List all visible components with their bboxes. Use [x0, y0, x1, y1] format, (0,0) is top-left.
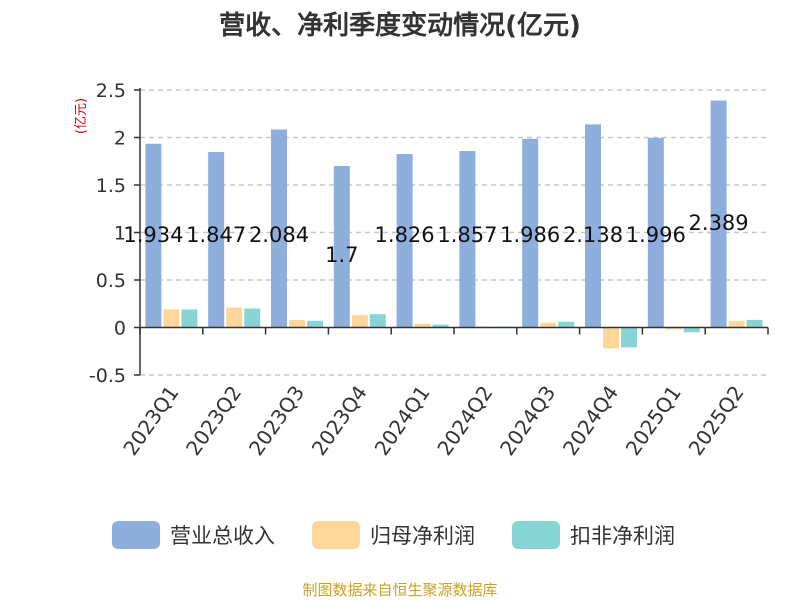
bar-营业总收入-2023Q1	[145, 143, 162, 328]
data-label: 2.138	[563, 223, 623, 247]
bar-扣非净利润-2024Q1	[432, 324, 449, 328]
x-tick-label: 2023Q1	[118, 381, 183, 460]
y-tick-label: 0.5	[96, 270, 126, 292]
bar-归母净利润-2023Q4	[351, 315, 368, 328]
data-label: 1.934	[123, 223, 183, 247]
y-tick-label: 1	[114, 223, 126, 245]
chart-title: 营收、净利季度变动情况(亿元)	[219, 10, 581, 41]
data-labels: 1.934 1.847 2.084 1.7 1.826 1.857 1.986 2.138 1.…	[123, 211, 748, 267]
bar-扣非净利润-2023Q2	[244, 308, 261, 328]
bar-归母净利润-2024Q1	[414, 323, 431, 328]
bar-营业总收入-2025Q1	[647, 137, 664, 328]
bar-扣非净利润-2023Q3	[307, 320, 323, 328]
data-label: 1.7	[325, 243, 358, 267]
y-tick-label: 0	[114, 318, 126, 340]
y-axis-unit: (亿元)	[74, 98, 89, 134]
bar-营业总收入-2023Q4	[333, 166, 350, 328]
bar-营业总收入-2024Q3	[522, 138, 539, 328]
legend-swatch	[512, 521, 560, 549]
y-tick-label: 2	[114, 128, 126, 150]
bar-归母净利润-2023Q3	[289, 319, 305, 328]
legend-item: 归母净利润	[312, 521, 475, 549]
x-tick-label: 2023Q4	[307, 381, 372, 460]
x-tick-labels: 2023Q12023Q22023Q32023Q42024Q12024Q22024…	[118, 381, 748, 460]
bar-扣非净利润-2024Q3	[558, 321, 575, 328]
x-tick-label: 2024Q3	[495, 381, 560, 460]
axes	[134, 88, 769, 376]
bar-营业总收入-2023Q2	[208, 152, 225, 328]
legend-item: 扣非净利润	[512, 521, 675, 549]
x-tick-label: 2025Q1	[621, 381, 686, 460]
data-label: 1.847	[186, 223, 246, 247]
y-tick-label: 1.5	[96, 175, 126, 197]
bar-扣非净利润-2023Q1	[181, 309, 198, 328]
data-label: 1.826	[375, 223, 435, 247]
legend-swatch	[112, 521, 160, 549]
bar-营业总收入-2025Q2	[710, 100, 727, 328]
x-tick-label: 2023Q3	[244, 381, 309, 460]
bar-扣非净利润-2023Q4	[369, 314, 386, 328]
bar-扣非净利润-2025Q1	[683, 327, 700, 333]
legend-swatch	[312, 521, 360, 549]
legend-item: 营业总收入	[112, 521, 275, 549]
data-label: 2.084	[249, 223, 309, 247]
x-tick-label: 2025Q2	[684, 381, 749, 460]
y-tick-label: 2.5	[96, 80, 126, 102]
bar-营业总收入-2024Q4	[585, 124, 601, 328]
x-tick-label: 2024Q4	[558, 381, 623, 460]
bar-扣非净利润-2025Q2	[746, 319, 763, 328]
x-tick-label: 2024Q1	[370, 381, 435, 460]
bar-营业总收入-2024Q1	[396, 154, 413, 328]
bar-归母净利润-2023Q2	[226, 307, 243, 328]
legend: 营业总收入 归母净利润 扣非净利润	[112, 521, 675, 549]
bars	[145, 100, 763, 349]
bar-营业总收入-2023Q3	[271, 129, 287, 328]
bar-归母净利润-2025Q1	[665, 327, 682, 330]
bar-归母净利润-2025Q2	[728, 320, 745, 328]
legend-label: 归母净利润	[370, 524, 475, 548]
y-tick-label: -0.5	[89, 365, 126, 387]
bar-归母净利润-2024Q3	[540, 322, 557, 328]
x-tick-label: 2024Q2	[432, 381, 497, 460]
legend-label: 营业总收入	[170, 524, 275, 548]
data-label: 2.389	[689, 211, 749, 235]
legend-label: 扣非净利润	[570, 524, 675, 548]
bar-营业总收入-2024Q2	[459, 151, 476, 328]
bar-归母净利润-2023Q1	[163, 309, 180, 328]
data-label: 1.996	[626, 223, 686, 247]
source-note: 制图数据来自恒生聚源数据库	[302, 581, 497, 599]
y-tick-labels: -0.5 0 0.5 1 1.5 2 2.5	[89, 80, 126, 387]
data-label: 1.986	[500, 223, 560, 247]
bar-归母净利润-2024Q4	[603, 327, 619, 349]
data-label: 1.857	[437, 223, 497, 247]
bar-扣非净利润-2024Q4	[621, 327, 637, 348]
x-tick-label: 2023Q2	[181, 381, 246, 460]
